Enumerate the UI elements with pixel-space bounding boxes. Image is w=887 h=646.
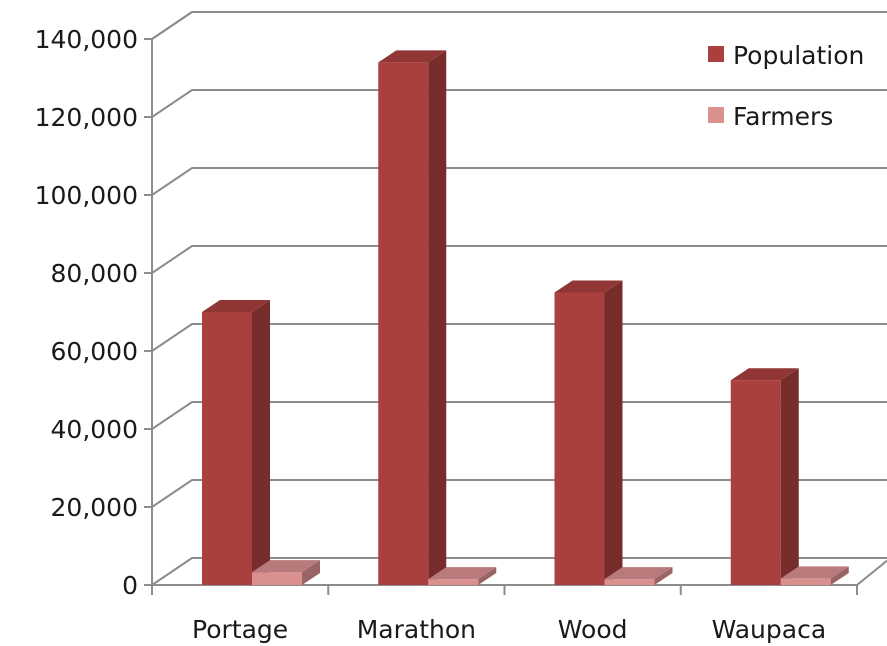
bars xyxy=(202,50,849,585)
x-tick-label: Wood xyxy=(558,615,628,644)
y-tick-label: 100,000 xyxy=(35,181,138,210)
side-wall-edge xyxy=(151,11,193,585)
bar-population-portage xyxy=(202,300,270,585)
gridlines xyxy=(151,11,887,586)
bar-population-marathon xyxy=(378,50,447,585)
x-tick-label: Marathon xyxy=(357,615,476,644)
bar-front xyxy=(428,579,479,585)
bar-side xyxy=(428,50,447,585)
y-axis: 0 20,000 40,000 60,000 80,000 100,000 120,000 1… xyxy=(35,25,153,600)
bar-top xyxy=(252,560,320,573)
bar-side xyxy=(780,368,799,585)
bar-front xyxy=(202,312,252,585)
bar-top xyxy=(554,280,623,293)
bar-side xyxy=(830,566,849,585)
y-tick-label: 80,000 xyxy=(51,259,138,288)
x-tick-label: Waupaca xyxy=(712,615,827,644)
bar-top xyxy=(428,567,497,580)
bar-top xyxy=(202,300,270,312)
bar-side xyxy=(654,567,673,585)
gridline xyxy=(151,89,887,118)
legend-swatch-farmers xyxy=(708,107,724,123)
legend-swatch-population xyxy=(708,46,724,62)
gridline xyxy=(151,323,887,352)
gridline xyxy=(151,479,887,508)
bar-top xyxy=(378,50,447,63)
x-tick-label: Portage xyxy=(192,615,288,644)
y-tick-label: 60,000 xyxy=(51,337,138,366)
legend: Population Farmers xyxy=(708,41,864,131)
gridline xyxy=(151,167,887,196)
gridline xyxy=(151,557,887,586)
bar-farmers-waupaca xyxy=(780,566,849,585)
gridline xyxy=(151,245,887,274)
bar-front xyxy=(730,380,781,585)
bar-front xyxy=(554,292,605,585)
y-tick-label: 40,000 xyxy=(51,415,138,444)
bar-farmers-portage xyxy=(252,560,320,585)
y-tick-label: 20,000 xyxy=(51,493,138,522)
bar-side xyxy=(478,567,497,585)
gridline xyxy=(151,401,887,430)
bar-side xyxy=(302,560,320,585)
bar-side xyxy=(252,300,270,585)
chart-walls xyxy=(151,11,193,585)
bar-population-wood xyxy=(554,280,623,585)
bar-farmers-marathon xyxy=(428,567,497,585)
bar-population-waupaca xyxy=(730,368,799,585)
gridline xyxy=(151,11,887,40)
x-axis: Portage Marathon Wood Waupaca xyxy=(151,585,858,644)
y-tick-label: 120,000 xyxy=(35,103,138,132)
y-tick-label: 0 xyxy=(122,571,138,600)
bar-top xyxy=(780,566,849,579)
bar-top xyxy=(730,368,799,381)
legend-label-farmers: Farmers xyxy=(733,102,833,131)
bar-side xyxy=(604,280,623,585)
bar-front xyxy=(780,578,831,585)
bar-top xyxy=(604,567,673,580)
bar-front xyxy=(604,579,655,585)
bar-front xyxy=(378,62,429,585)
legend-label-population: Population xyxy=(733,41,864,70)
bar-farmers-wood xyxy=(604,567,673,585)
y-tick-label: 140,000 xyxy=(35,25,138,54)
bar-front xyxy=(252,572,302,585)
